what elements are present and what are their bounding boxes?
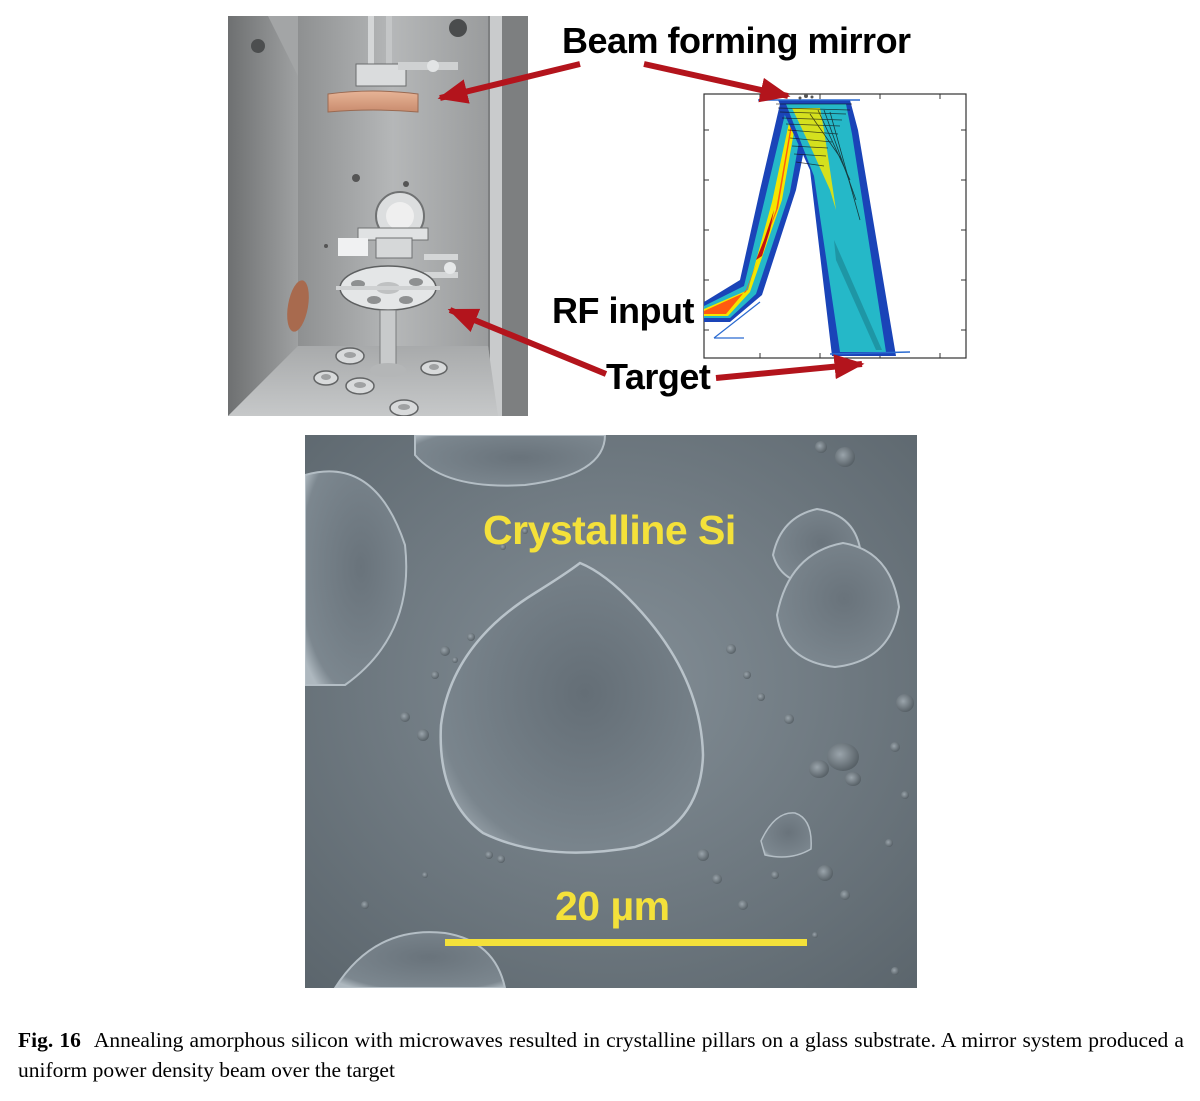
figure-number: Fig. 16 [18, 1028, 81, 1052]
beam-forming-mirror-label: Beam forming mirror [562, 20, 911, 61]
scale-bar-label: 20 µm [555, 883, 670, 929]
caption-text: Annealing amorphous silicon with microwa… [18, 1028, 1184, 1082]
rf-input-label: RF input [552, 290, 694, 331]
crystalline-si-label: Crystalline Si [483, 507, 736, 553]
apparatus-photo [228, 16, 528, 416]
scale-bar [445, 939, 807, 946]
figure-annotations: Beam forming mirror RF input Target [0, 0, 1200, 420]
sem-micrograph: Crystalline Si 20 µm [305, 435, 917, 988]
target-label: Target [606, 356, 711, 397]
arrow-to-sim-target [715, 354, 865, 381]
figure-caption: Fig. 16 Annealing amorphous silicon with… [18, 1025, 1184, 1085]
beam-simulation-plot [700, 90, 970, 362]
